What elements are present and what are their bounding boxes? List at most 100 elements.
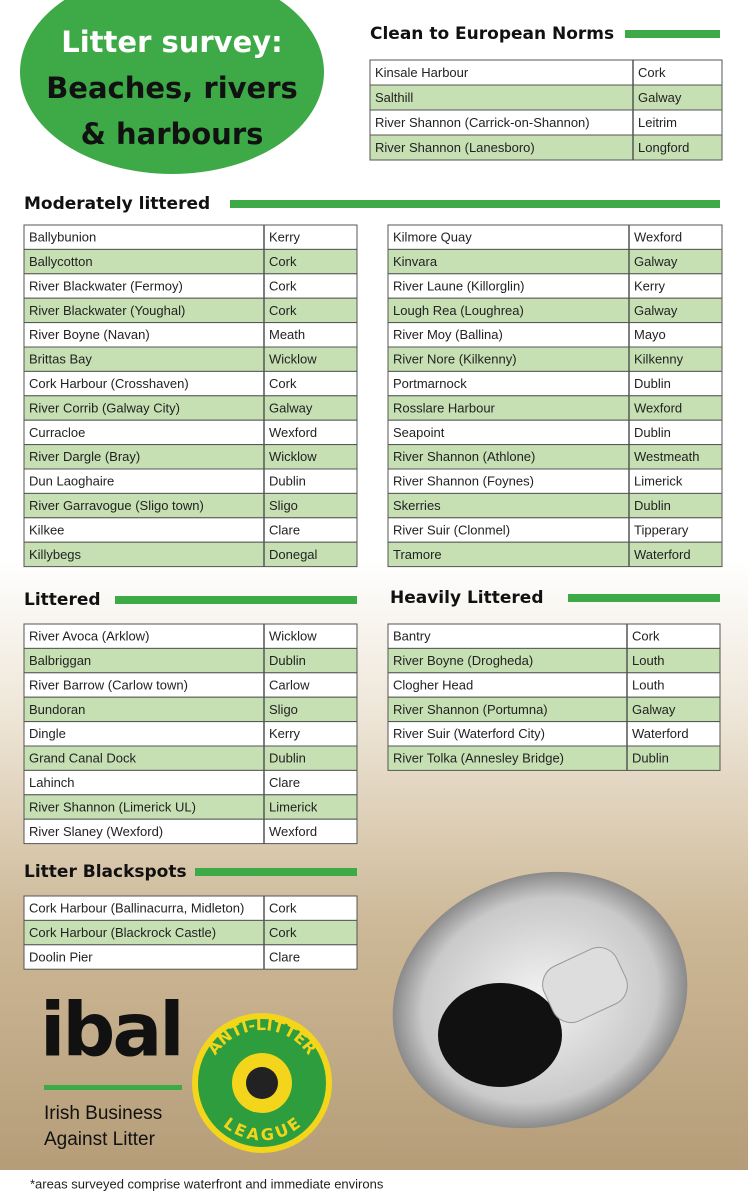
- table-row: [387, 468, 723, 494]
- title-line: Beaches, rivers: [46, 71, 298, 105]
- county-cell: Louth: [632, 653, 665, 668]
- county-cell: Limerick: [269, 799, 318, 814]
- location-cell: River Avoca (Arklow): [29, 629, 149, 644]
- location-cell: River Shannon (Limerick UL): [29, 799, 196, 814]
- table-row: [23, 517, 358, 543]
- county-cell: Cork: [269, 278, 297, 293]
- county-cell: Cork: [269, 376, 297, 391]
- location-cell: River Blackwater (Fermoy): [29, 278, 183, 293]
- table-row: [23, 769, 358, 796]
- table-row: [23, 944, 358, 970]
- county-cell: Galway: [634, 254, 678, 269]
- location-cell: River Suir (Waterford City): [393, 726, 545, 741]
- location-cell: Killybegs: [29, 547, 82, 562]
- table-row: [23, 322, 358, 348]
- county-cell: Galway: [632, 702, 676, 717]
- table-row: [23, 419, 358, 446]
- location-cell: River Suir (Clonmel): [393, 522, 510, 537]
- location-cell: Seapoint: [393, 425, 445, 440]
- table-row: [387, 745, 721, 771]
- location-cell: River Nore (Kilkenny): [393, 352, 517, 367]
- county-cell: Galway: [634, 303, 678, 318]
- table-row: [387, 248, 723, 275]
- county-cell: Mayo: [634, 327, 666, 342]
- table-row: [23, 492, 358, 519]
- location-cell: Portmarnock: [393, 376, 467, 391]
- badge-litter: [246, 1067, 278, 1099]
- county-cell: Dublin: [634, 376, 671, 391]
- location-cell: Tramore: [393, 547, 442, 562]
- title-line: Litter survey:: [61, 25, 283, 59]
- county-cell: Cork: [269, 303, 297, 318]
- location-cell: Clogher Head: [393, 677, 473, 692]
- county-cell: Cork: [632, 629, 660, 644]
- county-cell: Dublin: [269, 653, 306, 668]
- county-cell: Cork: [269, 925, 297, 940]
- county-cell: Louth: [632, 677, 665, 692]
- location-cell: Rosslare Harbour: [393, 400, 496, 415]
- section-heading: Moderately littered: [24, 194, 210, 214]
- heading-bar: [115, 596, 357, 604]
- table-row: [387, 297, 723, 324]
- county-cell: Longford: [638, 140, 689, 155]
- county-cell: Westmeath: [634, 449, 700, 464]
- table-row: [387, 541, 723, 568]
- location-cell: Cork Harbour (Crosshaven): [29, 376, 189, 391]
- table-row: [387, 224, 723, 250]
- location-cell: River Boyne (Navan): [29, 327, 150, 342]
- county-cell: Clare: [269, 522, 300, 537]
- location-cell: Skerries: [393, 498, 441, 513]
- location-cell: Kilkee: [29, 522, 64, 537]
- section-heading: Clean to European Norms: [370, 24, 614, 44]
- location-cell: Kilmore Quay: [393, 230, 472, 245]
- county-cell: Cork: [269, 254, 297, 269]
- location-cell: River Garravogue (Sligo town): [29, 498, 204, 513]
- section-heading: Heavily Littered: [390, 588, 544, 608]
- county-cell: Dublin: [634, 498, 671, 513]
- county-cell: Wicklow: [269, 352, 317, 367]
- table-row: [23, 395, 358, 421]
- county-cell: Cork: [269, 901, 297, 916]
- table-row: [387, 273, 723, 299]
- can-tab: [542, 946, 628, 1024]
- location-cell: Cork Harbour (Blackrock Castle): [29, 925, 216, 940]
- logo-rule: [44, 1085, 182, 1090]
- county-cell: Clare: [269, 775, 300, 790]
- location-cell: Doolin Pier: [29, 949, 93, 964]
- table-row: [23, 623, 358, 649]
- heading-bar: [230, 200, 720, 208]
- table-row: [23, 468, 358, 494]
- location-cell: Kinsale Harbour: [375, 65, 469, 80]
- county-cell: Cork: [638, 65, 666, 80]
- county-cell: Dublin: [634, 425, 671, 440]
- county-cell: Wexford: [634, 400, 682, 415]
- county-cell: Tipperary: [634, 522, 689, 537]
- location-cell: River Blackwater (Youghal): [29, 303, 185, 318]
- table-row: [369, 84, 723, 111]
- can-opening: [438, 983, 562, 1087]
- table-row: [387, 444, 723, 470]
- location-cell: River Dargle (Bray): [29, 449, 140, 464]
- section-heading: Littered: [24, 590, 101, 610]
- location-cell: Brittas Bay: [29, 352, 92, 367]
- location-cell: Grand Canal Dock: [29, 751, 136, 766]
- county-cell: Waterford: [632, 726, 689, 741]
- county-cell: Galway: [638, 90, 682, 105]
- county-cell: Sligo: [269, 498, 298, 513]
- table-row: [387, 623, 721, 649]
- table-row: [23, 541, 358, 568]
- location-cell: River Boyne (Drogheda): [393, 653, 533, 668]
- county-cell: Wicklow: [269, 629, 317, 644]
- table-row: [23, 346, 358, 372]
- county-cell: Leitrim: [638, 115, 677, 130]
- section-heading: Litter Blackspots: [24, 862, 187, 882]
- table-row: [369, 109, 723, 136]
- location-cell: Ballycotton: [29, 254, 93, 269]
- table-row: [23, 919, 358, 946]
- county-cell: Wexford: [269, 425, 317, 440]
- location-cell: Bantry: [393, 629, 431, 644]
- table-row: [387, 322, 723, 348]
- county-cell: Kerry: [634, 278, 666, 293]
- location-cell: River Shannon (Portumna): [393, 702, 548, 717]
- location-cell: River Moy (Ballina): [393, 327, 503, 342]
